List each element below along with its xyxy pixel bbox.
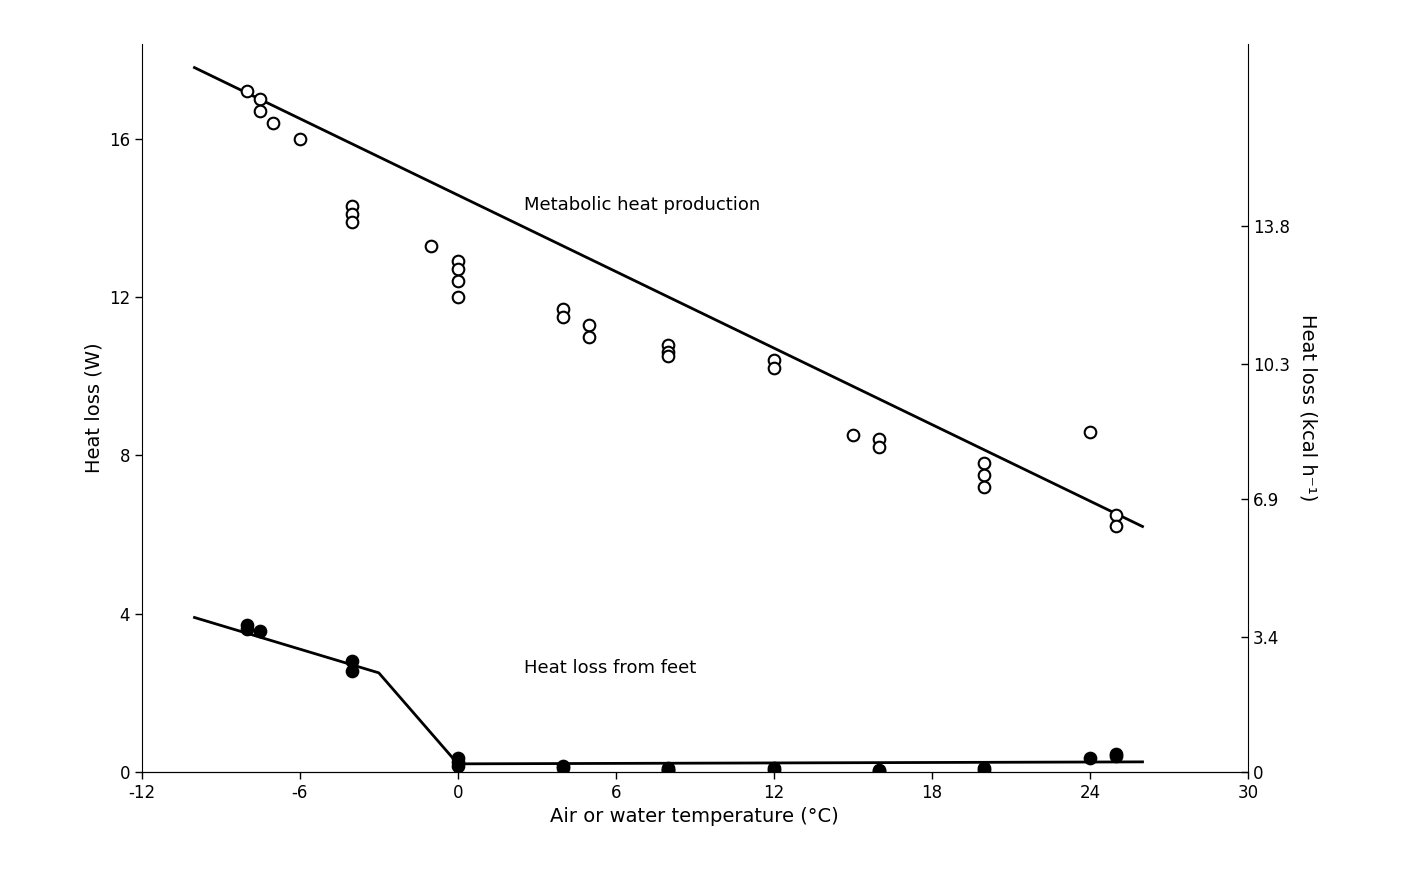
- Point: [1079, 751, 1102, 765]
- Point: [552, 759, 574, 773]
- Point: [447, 759, 469, 773]
- Point: [763, 763, 786, 777]
- Point: [235, 618, 258, 632]
- Point: [868, 763, 891, 777]
- Point: [552, 302, 574, 316]
- Point: [657, 338, 679, 352]
- Point: [420, 239, 442, 253]
- Point: [447, 275, 469, 289]
- Point: [973, 468, 995, 482]
- X-axis label: Air or water temperature (°C): Air or water temperature (°C): [550, 807, 839, 826]
- Point: [763, 353, 786, 367]
- Point: [973, 480, 995, 494]
- Point: [579, 317, 601, 332]
- Point: [868, 440, 891, 454]
- Text: Heat loss from feet: Heat loss from feet: [523, 659, 696, 677]
- Point: [657, 760, 679, 774]
- Y-axis label: Heat loss (W): Heat loss (W): [84, 343, 104, 473]
- Point: [579, 330, 601, 344]
- Point: [342, 199, 364, 213]
- Point: [447, 290, 469, 304]
- Point: [552, 310, 574, 324]
- Point: [1105, 747, 1127, 761]
- Point: [342, 215, 364, 229]
- Point: [262, 116, 285, 130]
- Point: [235, 623, 258, 637]
- Point: [657, 349, 679, 363]
- Point: [342, 654, 364, 668]
- Point: [250, 624, 272, 638]
- Point: [342, 207, 364, 221]
- Text: Metabolic heat production: Metabolic heat production: [523, 196, 760, 214]
- Y-axis label: Heat loss (kcal h⁻¹): Heat loss (kcal h⁻¹): [1299, 314, 1317, 502]
- Point: [763, 361, 786, 375]
- Point: [657, 763, 679, 777]
- Point: [1105, 749, 1127, 763]
- Point: [973, 456, 995, 470]
- Point: [447, 262, 469, 276]
- Point: [250, 92, 272, 106]
- Point: [447, 755, 469, 769]
- Point: [342, 664, 364, 678]
- Point: [868, 764, 891, 778]
- Point: [1105, 519, 1127, 533]
- Point: [288, 132, 311, 146]
- Point: [973, 760, 995, 774]
- Point: [447, 751, 469, 765]
- Point: [868, 432, 891, 446]
- Point: [552, 760, 574, 774]
- Point: [1079, 424, 1102, 438]
- Point: [250, 104, 272, 118]
- Point: [1105, 508, 1127, 522]
- Point: [657, 346, 679, 360]
- Point: [235, 84, 258, 98]
- Point: [657, 763, 679, 777]
- Point: [841, 429, 864, 443]
- Point: [973, 763, 995, 777]
- Point: [763, 760, 786, 774]
- Point: [447, 254, 469, 268]
